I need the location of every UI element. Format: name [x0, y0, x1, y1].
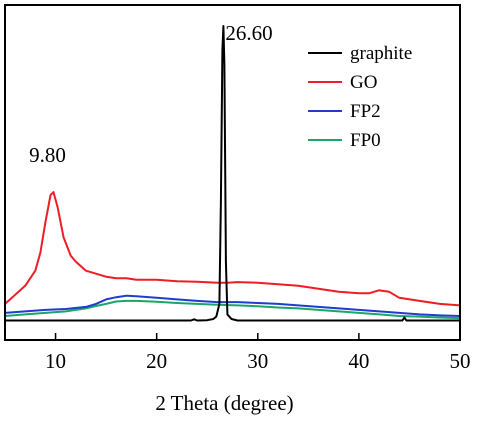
plot-frame [4, 4, 461, 341]
peak-label-26-60: 26.60 [225, 21, 272, 45]
x-tick-label-20: 20 [146, 349, 167, 373]
series-line-FP0 [4, 299, 461, 320]
series-line-graphite [5, 25, 460, 322]
series-line-GO [4, 191, 461, 307]
x-tick-label-40: 40 [348, 349, 369, 373]
legend-label-GO: GO [350, 72, 377, 93]
x-axis: 10 20 30 40 50 [45, 333, 471, 373]
legend-label-FP2: FP2 [350, 101, 381, 122]
x-axis-label: 2 Theta (degree) [155, 391, 293, 415]
x-tick-label-30: 30 [247, 349, 268, 373]
legend-label-FP0: FP0 [350, 130, 381, 151]
x-tick-label-50: 50 [450, 349, 471, 373]
x-tick-label-10: 10 [45, 349, 66, 373]
legend: graphite GO FP2 FP0 [308, 43, 412, 151]
peak-label-9-80: 9.80 [29, 143, 66, 167]
series-line-FP2 [4, 294, 461, 317]
legend-label-graphite: graphite [350, 43, 412, 64]
peak-annotations: 9.80 26.60 [29, 21, 272, 167]
series-layer [4, 25, 461, 322]
